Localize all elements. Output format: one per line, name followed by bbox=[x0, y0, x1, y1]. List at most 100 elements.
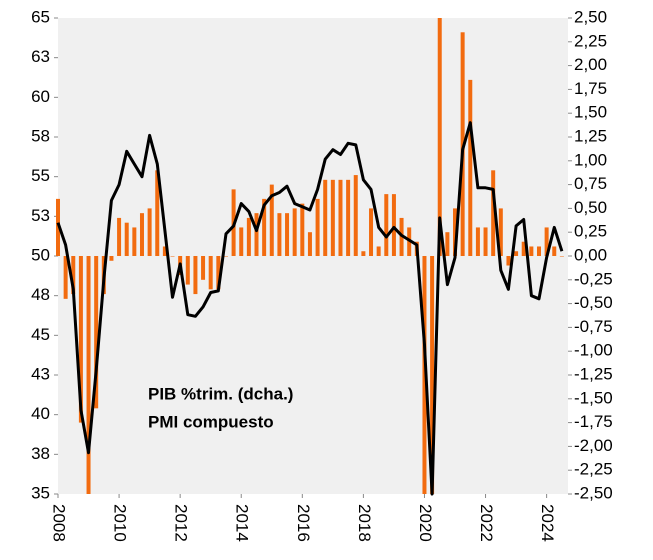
y2-tick-label: -2,25 bbox=[574, 460, 613, 479]
y2-tick-label: -0,75 bbox=[574, 317, 613, 336]
y-tick-label: 55 bbox=[31, 166, 50, 185]
bar bbox=[162, 246, 167, 256]
x-tick-label: 2024 bbox=[538, 504, 557, 542]
y2-tick-label: 0,00 bbox=[574, 245, 607, 264]
bar bbox=[498, 208, 503, 256]
bar bbox=[117, 217, 122, 256]
bar bbox=[376, 246, 381, 256]
bar bbox=[223, 256, 228, 257]
bar bbox=[262, 198, 267, 256]
y2-tick-label: -0,25 bbox=[574, 269, 613, 288]
bar bbox=[285, 213, 290, 256]
bar bbox=[216, 256, 221, 290]
bar bbox=[353, 175, 358, 256]
bar bbox=[208, 256, 213, 290]
bar bbox=[330, 179, 335, 256]
y-tick-label: 38 bbox=[31, 444, 50, 463]
bar bbox=[71, 256, 76, 295]
y2-tick-label: -1,25 bbox=[574, 364, 613, 383]
bar bbox=[521, 241, 526, 256]
bar bbox=[139, 213, 144, 256]
y2-tick-label: 1,75 bbox=[574, 79, 607, 98]
y-tick-label: 45 bbox=[31, 325, 50, 344]
legend-label: PMI compuesto bbox=[148, 412, 274, 431]
y2-tick-label: -0,50 bbox=[574, 293, 613, 312]
y2-tick-label: 2,50 bbox=[574, 7, 607, 26]
bar bbox=[346, 179, 351, 256]
y-tick-label: 65 bbox=[31, 7, 50, 26]
bar bbox=[307, 232, 312, 256]
bar bbox=[506, 256, 511, 266]
bar bbox=[201, 256, 206, 280]
x-tick-label: 2022 bbox=[477, 504, 496, 542]
bar bbox=[300, 203, 305, 256]
bar bbox=[78, 256, 83, 423]
bar bbox=[185, 256, 190, 285]
bar bbox=[514, 251, 519, 256]
y2-tick-label: 0,75 bbox=[574, 174, 607, 193]
bar bbox=[132, 227, 137, 256]
bar bbox=[147, 208, 152, 256]
y2-tick-label: -1,75 bbox=[574, 412, 613, 431]
bar bbox=[254, 213, 259, 256]
bar bbox=[277, 213, 282, 256]
x-tick-label: 2010 bbox=[111, 504, 130, 542]
x-tick-label: 2014 bbox=[233, 504, 252, 542]
y-tick-label: 43 bbox=[31, 364, 50, 383]
bar bbox=[445, 232, 450, 256]
y-tick-label: 40 bbox=[31, 404, 50, 423]
bar bbox=[109, 256, 114, 261]
bar bbox=[315, 198, 320, 256]
y-tick-label: 53 bbox=[31, 206, 50, 225]
bar bbox=[292, 208, 297, 256]
y2-tick-label: 1,25 bbox=[574, 126, 607, 145]
y2-tick-label: -2,50 bbox=[574, 483, 613, 502]
bar bbox=[559, 256, 564, 257]
y-tick-label: 48 bbox=[31, 285, 50, 304]
bar bbox=[239, 227, 244, 256]
y2-tick-label: -1,00 bbox=[574, 341, 613, 360]
bar bbox=[422, 256, 427, 494]
bar bbox=[391, 194, 396, 256]
bar bbox=[269, 184, 274, 256]
bar bbox=[552, 246, 557, 256]
bar bbox=[468, 79, 473, 256]
bar bbox=[155, 170, 160, 256]
y2-tick-label: 0,25 bbox=[574, 222, 607, 241]
line bbox=[56, 121, 564, 496]
bar bbox=[453, 208, 458, 256]
legend-label: PIB %trim. (dcha.) bbox=[148, 384, 293, 403]
y2-tick-label: 1,50 bbox=[574, 103, 607, 122]
bar bbox=[56, 198, 60, 256]
x-tick-label: 2020 bbox=[416, 504, 435, 542]
x-tick-label: 2012 bbox=[172, 504, 191, 542]
bar bbox=[544, 227, 549, 256]
bar bbox=[94, 256, 99, 409]
bar bbox=[361, 251, 366, 256]
bar bbox=[193, 256, 198, 295]
bar bbox=[384, 194, 389, 256]
y-tick-label: 63 bbox=[31, 47, 50, 66]
bar bbox=[536, 246, 541, 256]
y2-tick-label: 0,50 bbox=[574, 198, 607, 217]
y2-tick-label: 2,25 bbox=[574, 31, 607, 50]
y2-tick-label: -2,00 bbox=[574, 436, 613, 455]
bar bbox=[475, 227, 480, 256]
x-tick-label: 2016 bbox=[294, 504, 313, 542]
bar bbox=[338, 179, 343, 256]
bar bbox=[124, 222, 129, 256]
y-tick-label: 60 bbox=[31, 87, 50, 106]
bar bbox=[483, 227, 488, 256]
bar bbox=[430, 256, 435, 494]
y2-tick-label: -1,50 bbox=[574, 388, 613, 407]
bar bbox=[86, 256, 91, 494]
bar bbox=[491, 170, 496, 256]
bar bbox=[63, 256, 68, 299]
x-tick-label: 2018 bbox=[355, 504, 374, 542]
x-tick-label: 2008 bbox=[50, 504, 69, 542]
y-tick-label: 58 bbox=[31, 126, 50, 145]
bar bbox=[170, 256, 175, 257]
bar bbox=[529, 246, 534, 256]
